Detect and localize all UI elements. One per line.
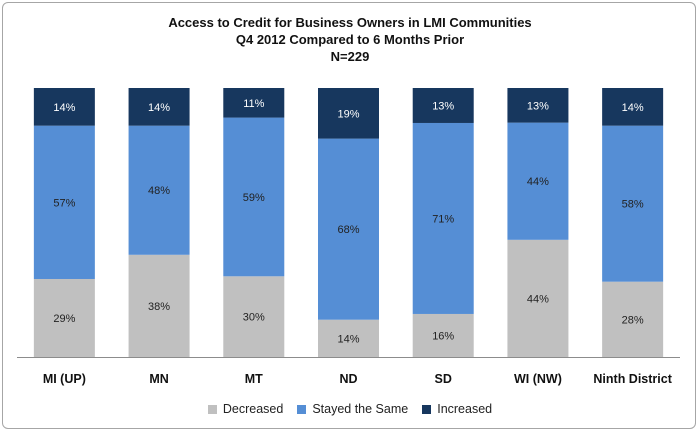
x-tick-label-mn: MN [149, 372, 168, 386]
x-tick-label-wi-nw: WI (NW) [514, 372, 562, 386]
x-tick-label-nd: ND [339, 372, 357, 386]
bar-segment-increased-ninth-district [602, 88, 664, 126]
x-tick-label-ninth-district: Ninth District [593, 372, 672, 386]
bar-segment-stayed-the-same-mt [223, 117, 285, 277]
data-label-decreased-mt: 30% [243, 312, 265, 324]
data-label-increased-sd: 13% [432, 100, 454, 112]
legend: Decreased Stayed the Same Increased [0, 401, 700, 417]
data-label-stayed-the-same-ninth-district: 58% [622, 199, 644, 211]
data-label-stayed-the-same-sd: 71% [432, 213, 454, 225]
bar-segment-increased-mi-up [33, 88, 95, 126]
data-label-increased-ninth-district: 14% [622, 102, 644, 114]
bar-segment-stayed-the-same-mn [128, 125, 190, 255]
bar-segment-decreased-mt [223, 276, 285, 357]
bar-segment-decreased-ninth-district [602, 281, 664, 357]
bar-segment-decreased-mi-up [33, 278, 95, 357]
data-label-increased-mn: 14% [148, 102, 170, 114]
bar-segment-decreased-wi-nw [507, 239, 569, 357]
bar-segment-stayed-the-same-wi-nw [507, 122, 569, 240]
legend-item-stayed-the-same: Stayed the Same [297, 402, 408, 416]
bar-segment-stayed-the-same-mi-up [33, 125, 95, 279]
legend-label-increased: Increased [437, 402, 493, 416]
legend-swatch-decreased [207, 404, 217, 414]
bar-segment-stayed-the-same-ninth-district [602, 125, 664, 282]
data-label-decreased-nd: 14% [337, 333, 359, 345]
bar-segment-increased-nd [318, 88, 379, 139]
legend-swatch-stayed-the-same [297, 404, 307, 414]
data-label-stayed-the-same-mi-up: 57% [53, 197, 75, 209]
data-label-decreased-sd: 16% [432, 330, 454, 342]
chart-title-line-3: N=229 [330, 49, 370, 64]
chart-title: Access to Credit for Business Owners in … [0, 14, 700, 65]
data-label-increased-wi-nw: 13% [527, 100, 549, 112]
data-label-stayed-the-same-wi-nw: 44% [527, 176, 549, 188]
bar-segment-increased-mt [223, 88, 285, 118]
x-tick-label-mi-up: MI (UP) [43, 372, 86, 386]
bar-segment-decreased-sd [412, 313, 474, 357]
legend-swatch-increased [422, 404, 432, 414]
bar-segment-decreased-nd [318, 319, 379, 357]
x-tick-label-sd: SD [435, 372, 452, 386]
data-label-stayed-the-same-mt: 59% [243, 192, 265, 204]
legend-label-decreased: Decreased [222, 402, 284, 416]
bar-segment-increased-sd [412, 88, 474, 123]
bar-segment-stayed-the-same-sd [412, 122, 474, 314]
bar-segment-stayed-the-same-nd [318, 138, 379, 320]
legend-label-stayed-the-same: Stayed the Same [312, 402, 409, 416]
bar-segment-increased-wi-nw [507, 88, 569, 123]
data-label-increased-nd: 19% [337, 108, 359, 120]
data-label-increased-mt: 11% [243, 98, 264, 110]
chart-title-line-2: Q4 2012 Compared to 6 Months Prior [235, 32, 465, 47]
legend-item-decreased: Decreased [207, 402, 284, 416]
data-label-decreased-ninth-district: 28% [622, 314, 644, 326]
bar-segment-decreased-mn [128, 254, 190, 357]
x-tick-label-mt: MT [245, 372, 263, 386]
data-label-decreased-mi-up: 29% [53, 313, 75, 325]
data-label-stayed-the-same-nd: 68% [337, 224, 359, 236]
chart-title-line-1: Access to Credit for Business Owners in … [168, 15, 532, 30]
data-label-decreased-mn: 38% [148, 301, 170, 313]
bar-segment-increased-mn [128, 88, 190, 126]
data-label-stayed-the-same-mn: 48% [148, 185, 170, 197]
data-label-increased-mi-up: 14% [53, 102, 75, 114]
data-label-decreased-wi-nw: 44% [527, 293, 549, 305]
legend-item-increased: Increased [422, 402, 492, 416]
